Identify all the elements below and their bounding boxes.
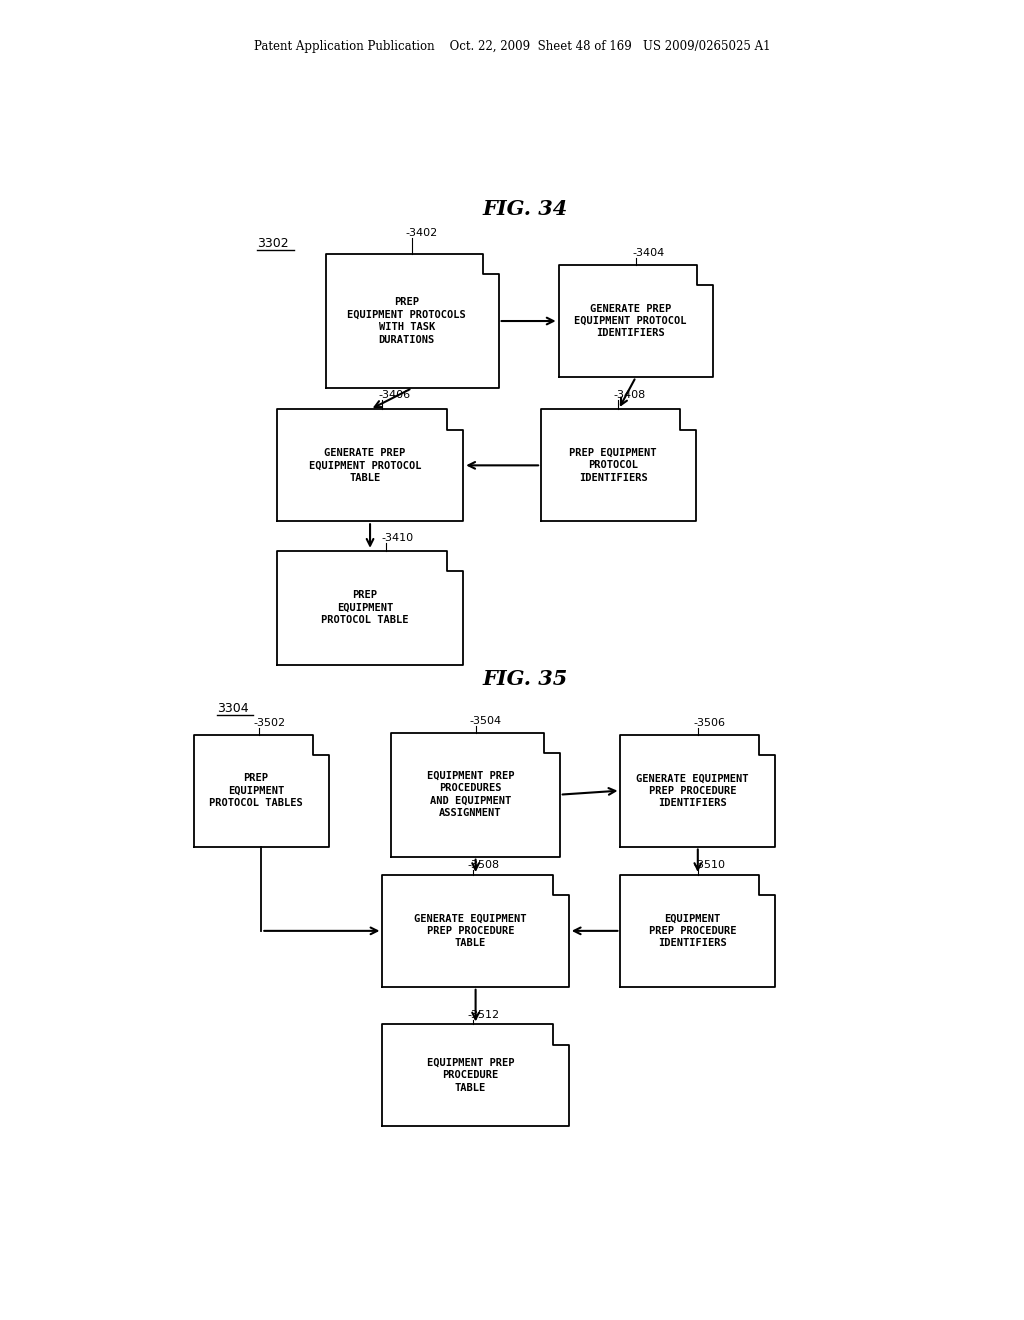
Text: GENERATE PREP
EQUIPMENT PROTOCOL
IDENTIFIERS: GENERATE PREP EQUIPMENT PROTOCOL IDENTIF… [574, 304, 687, 338]
Polygon shape [391, 733, 560, 857]
Text: -3502: -3502 [253, 718, 286, 727]
Polygon shape [276, 409, 463, 521]
Polygon shape [541, 409, 696, 521]
Text: PREP
EQUIPMENT PROTOCOLS
WITH TASK
DURATIONS: PREP EQUIPMENT PROTOCOLS WITH TASK DURAT… [347, 297, 466, 345]
Text: -3410: -3410 [382, 532, 414, 543]
Polygon shape [382, 1024, 569, 1126]
Text: -3504: -3504 [469, 715, 502, 726]
Text: -3408: -3408 [613, 391, 646, 400]
Polygon shape [326, 253, 499, 388]
Text: 3304: 3304 [217, 702, 249, 715]
Text: GENERATE EQUIPMENT
PREP PROCEDURE
TABLE: GENERATE EQUIPMENT PREP PROCEDURE TABLE [414, 913, 526, 948]
Text: -3402: -3402 [406, 227, 438, 238]
Text: EQUIPMENT
PREP PROCEDURE
IDENTIFIERS: EQUIPMENT PREP PROCEDURE IDENTIFIERS [649, 913, 736, 948]
Text: PREP EQUIPMENT
PROTOCOL
IDENTIFIERS: PREP EQUIPMENT PROTOCOL IDENTIFIERS [569, 447, 657, 483]
Text: -3510: -3510 [693, 859, 725, 870]
Text: EQUIPMENT PREP
PROCEDURE
TABLE: EQUIPMENT PREP PROCEDURE TABLE [427, 1057, 514, 1093]
Polygon shape [621, 735, 775, 846]
Text: PREP
EQUIPMENT
PROTOCOL TABLE: PREP EQUIPMENT PROTOCOL TABLE [321, 590, 409, 626]
Text: 3302: 3302 [257, 236, 289, 249]
Text: GENERATE PREP
EQUIPMENT PROTOCOL
TABLE: GENERATE PREP EQUIPMENT PROTOCOL TABLE [308, 447, 421, 483]
Text: EQUIPMENT PREP
PROCEDURES
AND EQUIPMENT
ASSIGNMENT: EQUIPMENT PREP PROCEDURES AND EQUIPMENT … [427, 771, 514, 818]
Text: PREP
EQUIPMENT
PROTOCOL TABLES: PREP EQUIPMENT PROTOCOL TABLES [209, 774, 303, 808]
Polygon shape [558, 265, 714, 378]
Text: -3406: -3406 [378, 391, 410, 400]
Text: -3508: -3508 [468, 859, 500, 870]
Text: GENERATE EQUIPMENT
PREP PROCEDURE
IDENTIFIERS: GENERATE EQUIPMENT PREP PROCEDURE IDENTI… [636, 774, 749, 808]
Polygon shape [382, 875, 569, 987]
Polygon shape [194, 735, 329, 846]
Text: Patent Application Publication    Oct. 22, 2009  Sheet 48 of 169   US 2009/02650: Patent Application Publication Oct. 22, … [254, 40, 770, 53]
Text: FIG. 35: FIG. 35 [482, 669, 567, 689]
Text: -3404: -3404 [633, 248, 665, 257]
Polygon shape [621, 875, 775, 987]
Polygon shape [276, 550, 463, 664]
Text: FIG. 34: FIG. 34 [482, 199, 567, 219]
Text: -3506: -3506 [693, 718, 725, 727]
Text: -3512: -3512 [468, 1010, 500, 1020]
